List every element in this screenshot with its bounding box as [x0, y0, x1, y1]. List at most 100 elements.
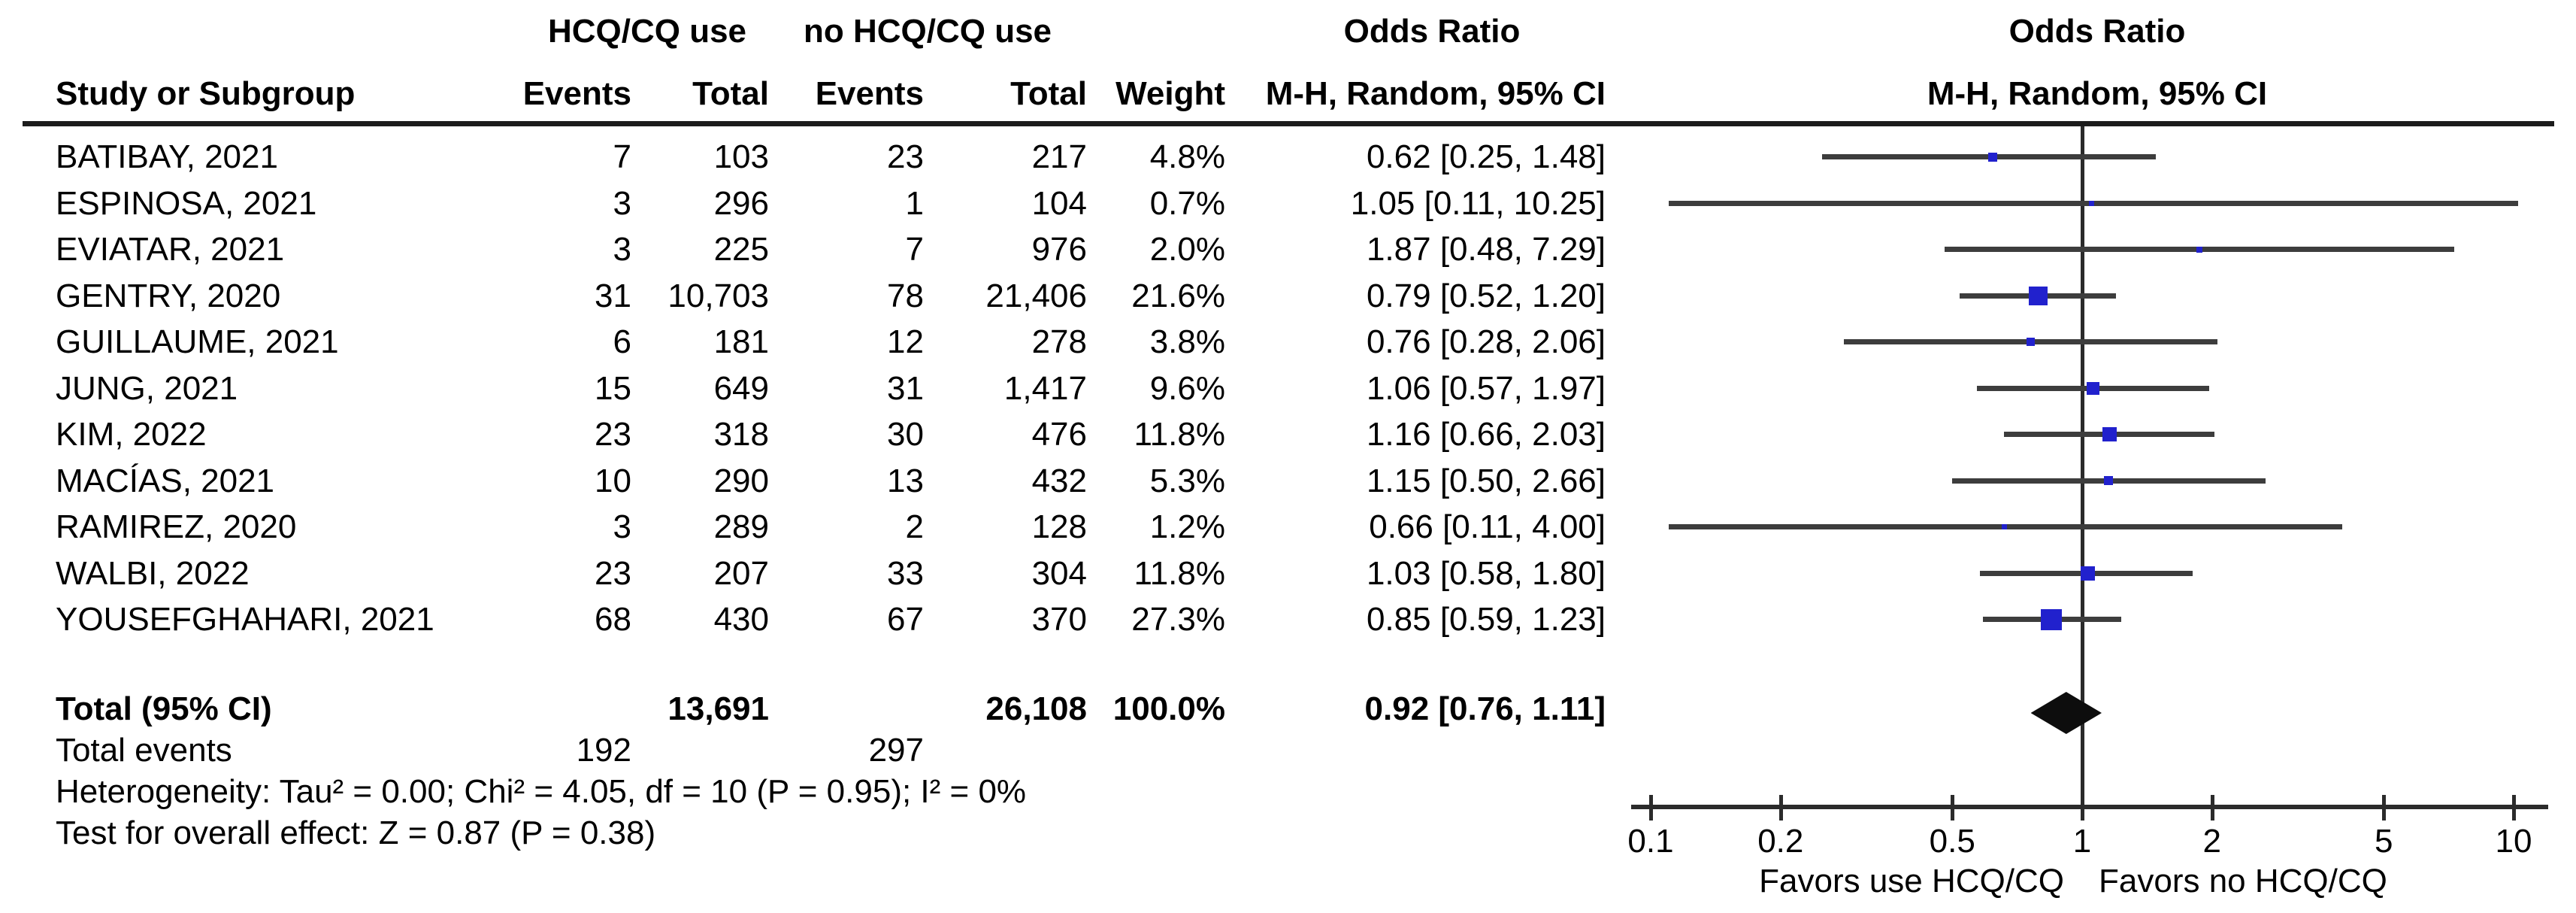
total2-cell: 432	[1031, 462, 1087, 499]
total1-cell: 207	[713, 554, 769, 592]
total1-cell: 225	[713, 231, 769, 268]
total1-cell: 103	[713, 138, 769, 175]
table-row: GUILLAUME, 2021 6 181 12 278 3.8% 0.76 [0.28, …	[0, 319, 1606, 365]
events1-cell: 7	[613, 138, 631, 175]
weight-cell: 2.0%	[1149, 231, 1225, 268]
axis-tick	[1649, 795, 1653, 820]
study-label: MACÍAS, 2021	[56, 462, 275, 499]
or-ci-cell: 1.87 [0.48, 7.29]	[1366, 231, 1606, 268]
or-ci-cell: 0.79 [0.52, 1.20]	[1366, 277, 1606, 314]
or-square-marker	[2041, 608, 2063, 630]
table-row: YOUSEFGHAHARI, 2021 68 430 67 370 27.3% 0.85 […	[0, 596, 1606, 642]
events1-cell: 15	[595, 369, 631, 407]
total1-cell: 430	[713, 601, 769, 638]
events1-cell: 3	[613, 184, 631, 222]
or-ci-cell: 1.16 [0.66, 2.03]	[1366, 416, 1606, 453]
total1-cell: 296	[713, 184, 769, 222]
events2-cell: 78	[887, 277, 924, 314]
total1-cell: 289	[713, 508, 769, 545]
or-square-marker	[2001, 524, 2007, 529]
or-square-marker	[2196, 246, 2203, 253]
favors-left-label: Favors use HCQ/CQ	[1759, 863, 2064, 899]
events2-cell: 1	[905, 184, 924, 222]
or-square-marker	[2028, 286, 2048, 305]
study-label: WALBI, 2022	[56, 554, 250, 592]
weight-col-header: Weight	[1115, 75, 1225, 112]
axis-tick-label: 0.5	[1929, 823, 1975, 860]
table-row: GENTRY, 2020 31 10,703 78 21,406 21.6% 0.79 [0…	[0, 273, 1606, 319]
axis-tick-label: 0.1	[1627, 823, 1674, 860]
total-events1: 192	[576, 732, 631, 769]
total2-cell: 476	[1031, 416, 1087, 453]
total2-cell: 370	[1031, 601, 1087, 638]
axis-tick-label: 0.2	[1757, 823, 1804, 860]
total-events-row: Total events 192 297	[0, 727, 1606, 773]
total2-cell: 304	[1031, 554, 1087, 592]
events1-cell: 31	[595, 277, 631, 314]
total-weight: 100.0%	[1112, 690, 1225, 727]
group2-header: no HCQ/CQ use	[803, 13, 1052, 50]
group1-header: HCQ/CQ use	[547, 13, 747, 50]
weight-cell: 1.2%	[1149, 508, 1225, 545]
events1-cell: 6	[613, 323, 631, 360]
or-ci-col-header: M-H, Random, 95% CI	[1265, 75, 1606, 112]
weight-cell: 0.7%	[1149, 184, 1225, 222]
or-column-title: Odds Ratio	[1343, 13, 1521, 50]
weight-cell: 4.8%	[1149, 138, 1225, 175]
total1-cell: 649	[713, 369, 769, 407]
table-row: MACÍAS, 2021 10 290 13 432 5.3% 1.15 [0.50, 2.…	[0, 458, 1606, 504]
axis-tick	[2210, 795, 2214, 820]
total2-cell: 278	[1031, 323, 1087, 360]
events2-cell: 67	[887, 601, 924, 638]
or-square-marker	[2080, 566, 2095, 581]
weight-cell: 11.8%	[1134, 416, 1226, 453]
header-rule	[23, 121, 2554, 126]
study-label: BATIBAY, 2021	[56, 138, 278, 175]
axis-tick	[1951, 795, 1955, 820]
favors-right-label: Favors no HCQ/CQ	[2099, 863, 2387, 899]
events1-cell: 23	[595, 416, 631, 453]
axis-tick	[2382, 795, 2387, 820]
table-row: WALBI, 2022 23 207 33 304 11.8% 1.03 [0.58, 1.…	[0, 551, 1606, 596]
total1-col-header: Total	[692, 75, 769, 112]
heterogeneity-stats: Heterogeneity: Tau² = 0.00; Chi² = 4.05,…	[56, 773, 1027, 810]
events2-cell: 13	[887, 462, 924, 499]
total2-cell: 21,406	[985, 277, 1087, 314]
study-label: ESPINOSA, 2021	[56, 184, 317, 222]
x-axis-line	[1631, 805, 2548, 809]
plot-column-title: Odds Ratio	[2008, 13, 2186, 50]
or-ci-cell: 1.05 [0.11, 10.25]	[1350, 184, 1606, 222]
total2-cell: 976	[1031, 231, 1087, 268]
total2-col-header: Total	[1010, 75, 1087, 112]
events1-cell: 10	[595, 462, 631, 499]
axis-tick-label: 2	[2202, 823, 2222, 860]
total-events2: 297	[868, 732, 924, 769]
study-label: YOUSEFGHAHARI, 2021	[56, 601, 434, 638]
axis-tick	[2081, 795, 2084, 820]
study-label: JUNG, 2021	[56, 369, 238, 407]
weight-cell: 27.3%	[1131, 601, 1225, 638]
total2-cell: 104	[1031, 184, 1087, 222]
events1-cell: 68	[595, 601, 631, 638]
weight-cell: 3.8%	[1149, 323, 1225, 360]
events2-col-header: Events	[815, 75, 924, 112]
study-label: GENTRY, 2020	[56, 277, 281, 314]
axis-tick-label: 10	[2495, 823, 2532, 860]
total1-cell: 181	[713, 323, 769, 360]
events2-cell: 23	[887, 138, 924, 175]
or-square-marker	[2102, 427, 2117, 441]
or-square-marker	[2103, 476, 2113, 485]
or-ci-cell: 1.15 [0.50, 2.66]	[1366, 462, 1606, 499]
study-label: KIM, 2022	[56, 416, 207, 453]
axis-tick-label: 1	[2072, 823, 2092, 860]
axis-tick	[1778, 795, 1783, 820]
table-row: EVIATAR, 2021 3 225 7 976 2.0% 1.87 [0.48, 7.2…	[0, 226, 1606, 272]
events1-cell: 23	[595, 554, 631, 592]
total1-cell: 290	[713, 462, 769, 499]
study-col-header: Study or Subgroup	[56, 75, 356, 112]
or-ci-cell: 0.85 [0.59, 1.23]	[1366, 601, 1606, 638]
total-n2: 26,108	[985, 690, 1087, 727]
total-label: Total (95% CI)	[56, 690, 272, 727]
events2-cell: 2	[905, 508, 924, 545]
